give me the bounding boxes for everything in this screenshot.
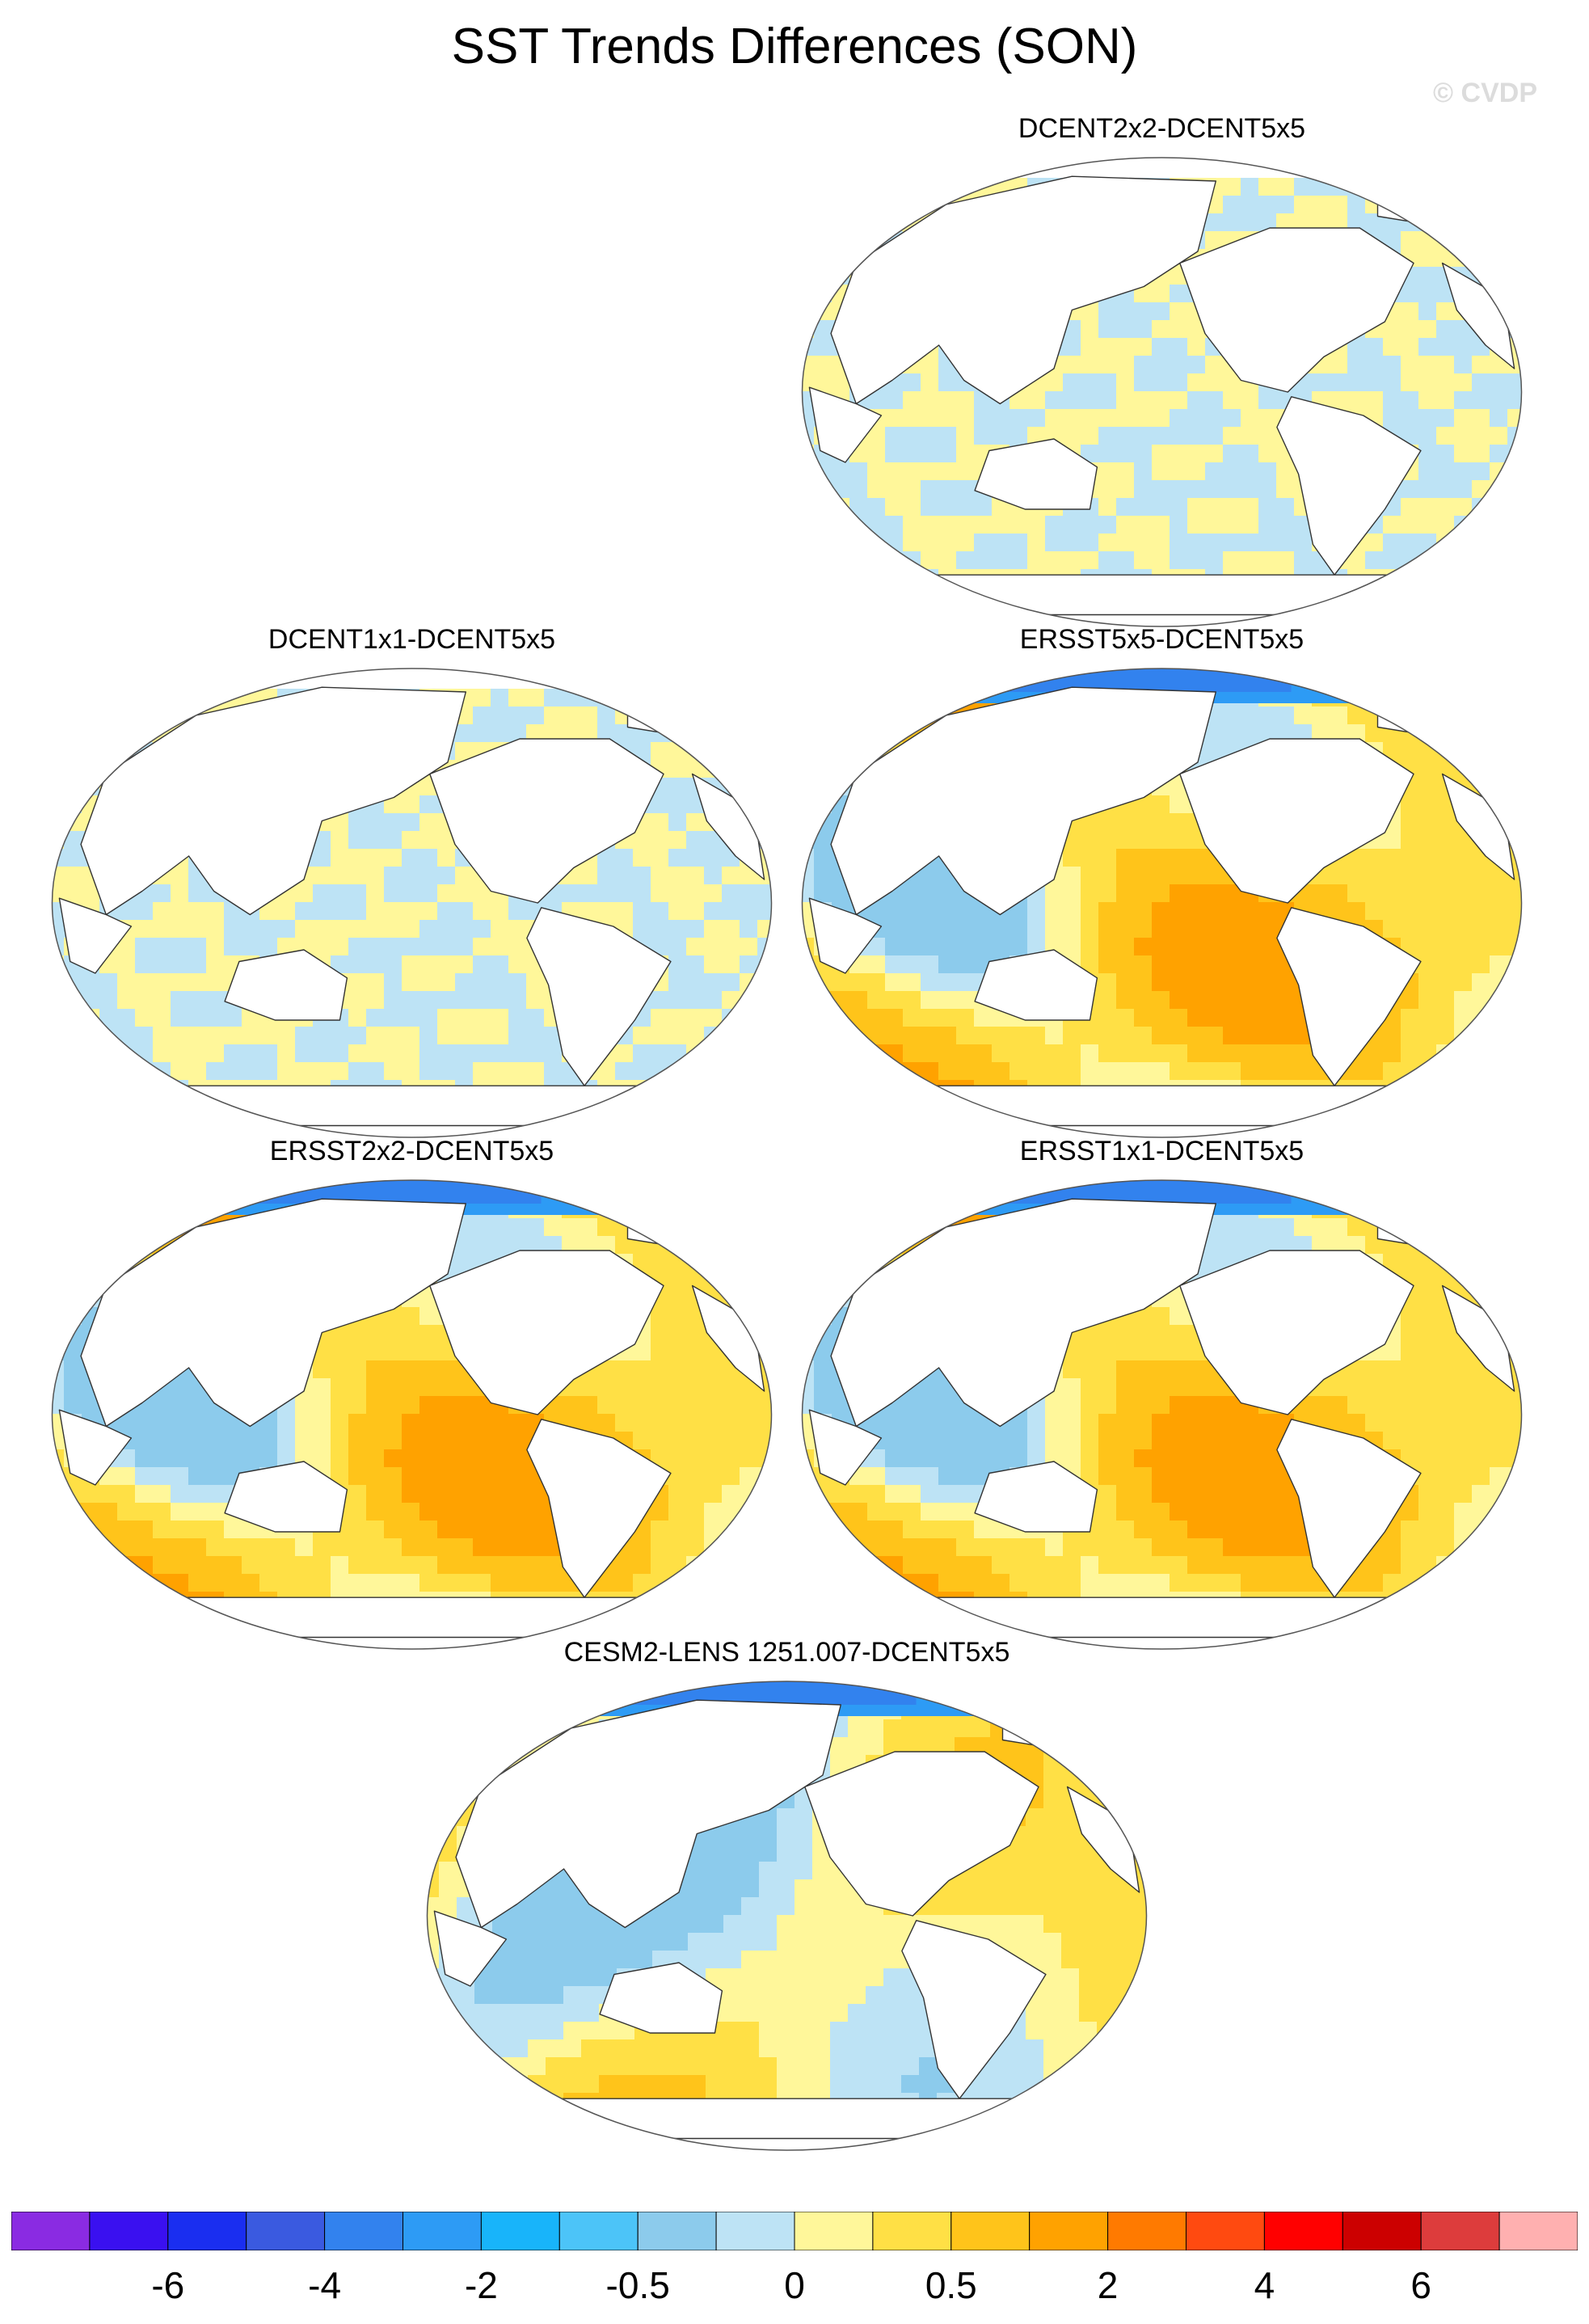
world-map [426,1681,1148,2151]
panel-title: ERSST1x1-DCENT5x5 [1019,1136,1304,1166]
world-map [801,1179,1523,1650]
colorbar-swatch [637,2212,717,2250]
colorbar-swatch [1498,2212,1578,2250]
colorbar-swatch [89,2212,169,2250]
panel-title: DCENT2x2-DCENT5x5 [1018,113,1306,144]
map-panel: ERSST2x2-DCENT5x5 [46,1136,778,1653]
panel-title: ERSST2x2-DCENT5x5 [269,1136,554,1166]
colorbar-swatch [1186,2212,1265,2250]
panel-title: CESM2-LENS 1251.007-DCENT5x5 [563,1637,1010,1668]
colorbar-swatch [794,2212,874,2250]
colorbar-tick-label: 6 [1410,2264,1431,2306]
map-panel: ERSST1x1-DCENT5x5 [796,1136,1528,1653]
colorbar-swatch [480,2212,560,2250]
world-map [801,157,1523,627]
colorbar-swatch [324,2212,404,2250]
colorbar-swatch [11,2212,91,2250]
watermark: © CVDP [1433,78,1537,108]
colorbar-tick-label: 0.5 [925,2264,977,2306]
colorbar-swatch [167,2212,247,2250]
colorbar-swatch [715,2212,795,2250]
colorbar-swatch [1420,2212,1500,2250]
colorbar-swatch [558,2212,639,2250]
panel-title: ERSST5x5-DCENT5x5 [1019,624,1304,655]
colorbar-tick-label: 4 [1254,2264,1275,2306]
colorbar-swatch [1263,2212,1343,2250]
colorbar-swatch [872,2212,952,2250]
colorbar-swatch [1107,2212,1186,2250]
colorbar-tick-label: -6 [151,2264,185,2306]
colorbar-tick-label: -0.5 [605,2264,670,2306]
map-panel: DCENT1x1-DCENT5x5 [46,624,778,1141]
colorbar-swatch [1342,2212,1422,2250]
colorbar-labels: -6 -4 -2 -0.5 0 0.5 2 4 6 [11,2263,1578,2312]
colorbar-tick-label: -4 [308,2264,342,2306]
colorbar-tick-label: 0 [784,2264,805,2306]
map-panel: DCENT2x2-DCENT5x5 [796,113,1528,631]
figure-title: SST Trends Differences (SON) [451,19,1138,74]
world-map [801,668,1523,1138]
colorbar-swatch [246,2212,326,2250]
colorbar [11,2212,1578,2250]
world-map [51,668,773,1138]
map-panel: ERSST5x5-DCENT5x5 [796,624,1528,1141]
map-panel: CESM2-LENS 1251.007-DCENT5x5 [421,1637,1153,2154]
panel-title: DCENT1x1-DCENT5x5 [268,624,556,655]
world-map [51,1179,773,1650]
colorbar-swatch [403,2212,482,2250]
colorbar-swatch [950,2212,1031,2250]
colorbar-tick-label: 2 [1097,2264,1119,2306]
colorbar-tick-label: -2 [464,2264,498,2306]
colorbar-swatch [1029,2212,1109,2250]
